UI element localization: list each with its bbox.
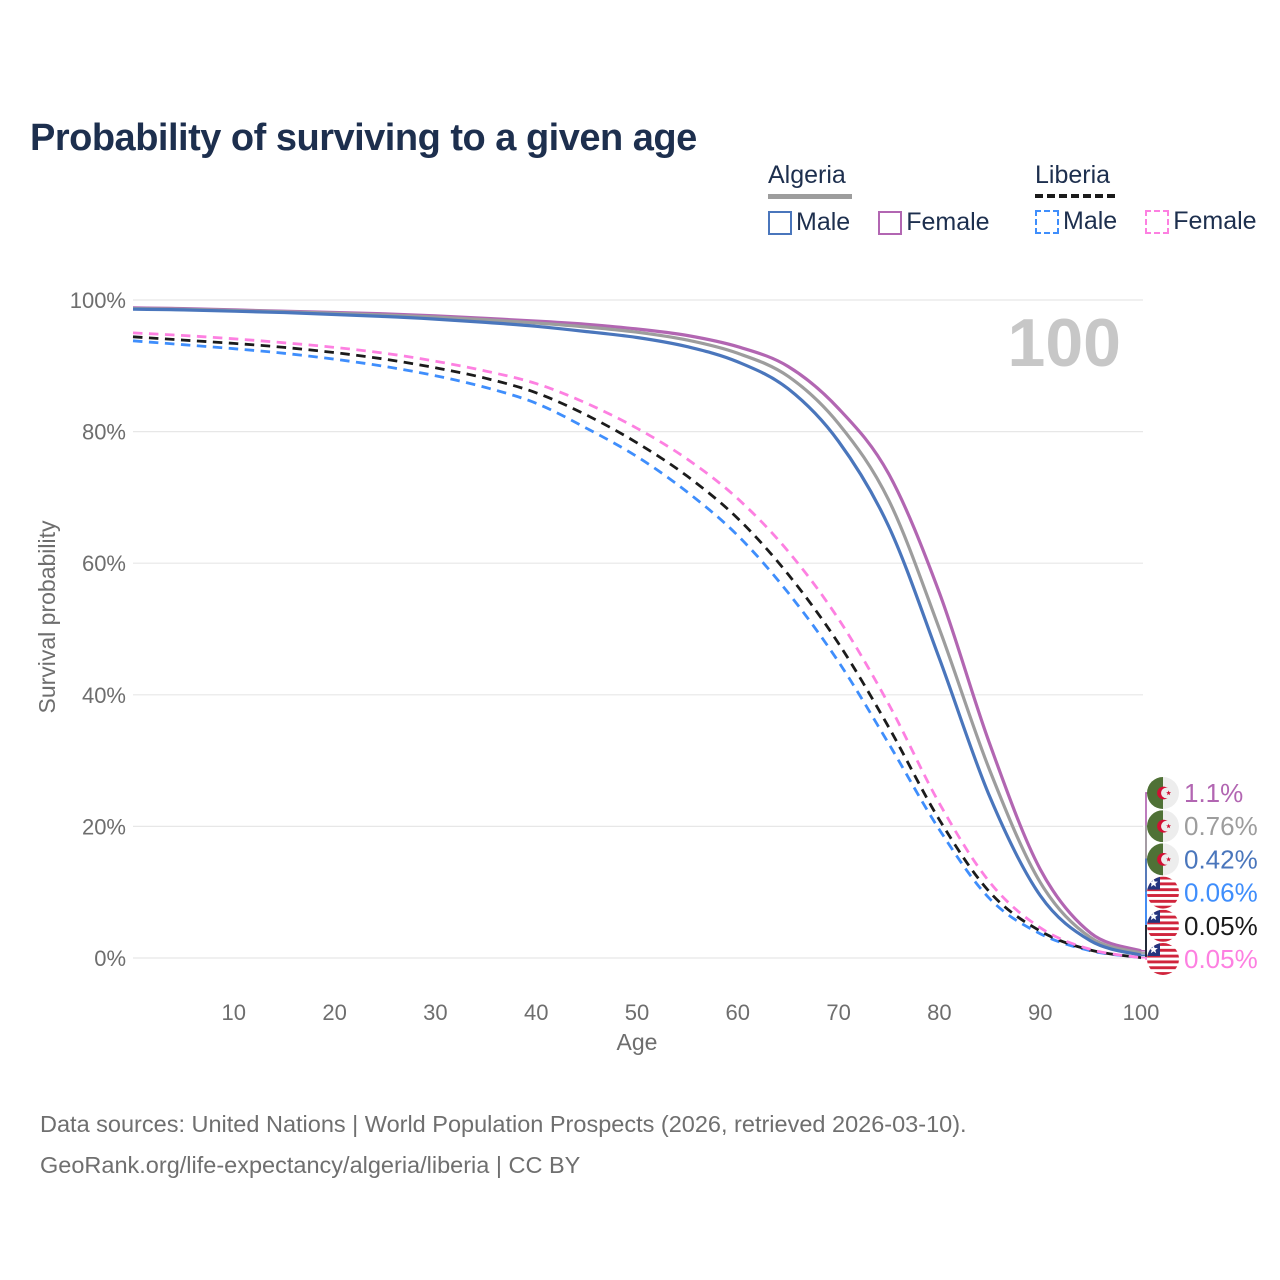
liberia-star bbox=[1149, 911, 1158, 921]
x-tick-label-30: 30 bbox=[423, 1000, 447, 1025]
legend-item-label: Male bbox=[1063, 207, 1118, 235]
legend-group-algeria: Algeria Male Female bbox=[768, 161, 990, 237]
end-label-liberia-both-sexes: 0.05% bbox=[1184, 911, 1258, 941]
y-tick-label-0: 0% bbox=[94, 946, 126, 971]
algeria-flag-icon bbox=[1147, 777, 1179, 809]
x-tick-label-10: 10 bbox=[222, 1000, 246, 1025]
footer-data-sources: Data sources: United Nations | World Pop… bbox=[40, 1111, 967, 1137]
y-tick-label-20: 20% bbox=[82, 814, 126, 839]
curve-algeria-both-sexes bbox=[132, 307, 1142, 955]
end-label-algeria-male: 0.42% bbox=[1184, 844, 1258, 874]
footer: Data sources: United Nations | World Pop… bbox=[40, 1104, 967, 1186]
x-tick-label-20: 20 bbox=[322, 1000, 346, 1025]
legend-item-liberia-female[interactable]: Female bbox=[1145, 207, 1257, 236]
liberia-star bbox=[1149, 878, 1158, 887]
legend-item-algeria-female[interactable]: Female bbox=[878, 208, 990, 237]
algeria-star bbox=[1166, 790, 1172, 796]
legend-item-label: Female bbox=[1173, 207, 1257, 235]
x-tick-label-80: 80 bbox=[927, 1000, 951, 1025]
footer-attribution: GeoRank.org/life-expectancy/algeria/libe… bbox=[40, 1152, 581, 1179]
x-axis-title: Age bbox=[617, 1029, 658, 1055]
x-tick-label-60: 60 bbox=[726, 1000, 750, 1025]
legend-country-label: Liberia bbox=[1035, 161, 1111, 189]
legend-group-liberia: Liberia Male Female bbox=[1035, 161, 1257, 236]
algeria-solid-line-swatch-icon bbox=[768, 194, 852, 199]
liberia-flag-icon bbox=[1147, 943, 1179, 975]
legend-country-label: Algeria bbox=[768, 161, 846, 189]
end-label-algeria-female: 1.1% bbox=[1184, 778, 1243, 808]
algeria-flag-icon bbox=[1147, 810, 1179, 843]
x-tick-label-70: 70 bbox=[826, 1000, 850, 1025]
y-tick-label-60: 60% bbox=[82, 551, 126, 576]
liberia-dashed-line-swatch-icon bbox=[1035, 194, 1115, 198]
x-tick-label-90: 90 bbox=[1028, 1000, 1052, 1025]
watermark-age-100: 100 bbox=[1008, 305, 1121, 381]
legend-country-algeria[interactable]: Algeria bbox=[768, 161, 990, 199]
algeria-male-checkbox-icon[interactable] bbox=[768, 210, 792, 235]
liberia-star bbox=[1149, 944, 1158, 954]
end-label-liberia-female: 0.05% bbox=[1184, 944, 1258, 974]
legend-item-algeria-male[interactable]: Male bbox=[768, 208, 850, 237]
legend-item-label: Male bbox=[796, 208, 851, 236]
algeria-female-checkbox-icon[interactable] bbox=[878, 210, 903, 235]
algeria-star bbox=[1166, 823, 1172, 829]
curve-algeria-male bbox=[132, 307, 1142, 957]
end-label-liberia-male: 0.06% bbox=[1184, 878, 1258, 908]
page-title: Probability of surviving to a given age bbox=[30, 117, 697, 160]
y-tick-label-80: 80% bbox=[82, 420, 126, 445]
liberia-male-checkbox-icon[interactable] bbox=[1035, 209, 1059, 234]
legend-country-liberia[interactable]: Liberia bbox=[1035, 161, 1257, 198]
end-label-algeria-both-sexes: 0.76% bbox=[1184, 811, 1258, 841]
y-axis-title: Survival probability bbox=[34, 520, 60, 714]
liberia-flag-icon bbox=[1147, 876, 1179, 909]
liberia-flag-icon bbox=[1147, 909, 1179, 942]
legend-item-label: Female bbox=[906, 208, 990, 236]
algeria-star bbox=[1166, 856, 1172, 862]
curve-liberia-male bbox=[132, 339, 1142, 959]
x-tick-label-40: 40 bbox=[524, 1000, 548, 1025]
algeria-flag-icon bbox=[1147, 843, 1179, 876]
curve-algeria-female bbox=[132, 306, 1142, 953]
liberia-female-checkbox-icon[interactable] bbox=[1145, 209, 1170, 234]
y-tick-label-40: 40% bbox=[82, 683, 126, 708]
curve-liberia-female bbox=[132, 331, 1142, 960]
legend-item-liberia-male[interactable]: Male bbox=[1035, 207, 1117, 236]
x-tick-label-50: 50 bbox=[625, 1000, 649, 1025]
curve-liberia-both-sexes bbox=[132, 335, 1142, 960]
x-tick-label-100: 100 bbox=[1123, 1000, 1160, 1025]
y-tick-label-100: 100% bbox=[70, 288, 126, 313]
